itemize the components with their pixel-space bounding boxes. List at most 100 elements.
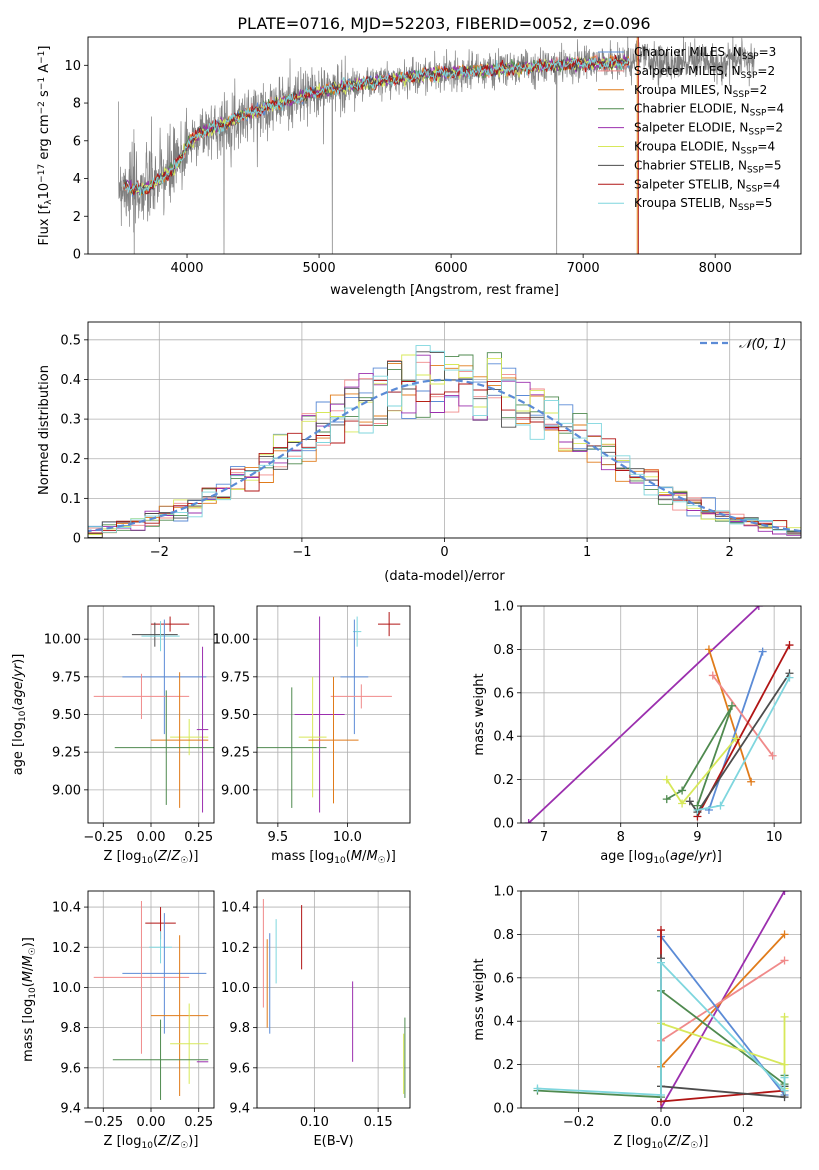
x-tick-label: 0.10 [300, 1115, 329, 1130]
y-tick-label: 0.4 [493, 730, 514, 745]
y-tick-label: 9.25 [52, 746, 81, 761]
series-marker [657, 1090, 665, 1099]
errorbar-salpeter_elodie [294, 616, 345, 813]
y-tick-label: 0 [73, 532, 81, 547]
axes-frame [256, 890, 411, 1109]
series-kroupa_elodie [662, 734, 740, 808]
axes-frame [256, 605, 411, 824]
y-tick-label: 0.3 [60, 413, 81, 428]
errorbar-salpeter_miles [93, 901, 190, 1054]
x-tick-label: 0.25 [184, 830, 213, 845]
y-tick-label: 0.2 [493, 1058, 514, 1073]
series-salpeter_miles [657, 956, 789, 1045]
x-tick-label: 8 [617, 830, 625, 845]
axes-frame [87, 890, 215, 1109]
y-tick-label: 9.4 [60, 1102, 81, 1117]
series-line [708, 651, 764, 811]
series-marker [708, 671, 717, 680]
axes-frame [87, 605, 215, 824]
legend-label-salpeter_stelib: Salpeter STELIB, NSSP=4 [634, 177, 780, 194]
plot-area [257, 606, 410, 823]
x-tick-label: 4000 [170, 261, 203, 276]
y-tick-label: 9.50 [52, 708, 81, 723]
legend-label-salpeter_miles: Salpeter MILES, NSSP=2 [634, 64, 775, 81]
series-marker [678, 799, 687, 808]
series-kroupa_miles [704, 645, 756, 786]
y-axis-label: age [log10(age/yr)] [11, 654, 28, 776]
panel-weight_vs_age: 7 8 9 10 0.0 0.2 0.4 0.6 0.8 1.0 age [log10(age/yr… [472, 600, 802, 866]
y-tick-label: 0.2 [60, 452, 81, 467]
series-kroupa_stelib [533, 958, 789, 1099]
normal-curve [88, 378, 801, 533]
legend-label-chabrier_stelib: Chabrier STELIB, NSSP=5 [634, 158, 782, 175]
series-marker [662, 775, 671, 784]
y-tick-label: 9.75 [52, 670, 81, 685]
y-tick-label: 9.75 [221, 670, 250, 685]
y-tick-label: 0.8 [493, 643, 514, 658]
series-chabrier_elodie [662, 701, 736, 810]
series-marker [780, 1086, 789, 1095]
series-marker [785, 641, 794, 650]
plot-area [88, 891, 214, 1108]
panel-age_vs_Z: −0.25 0.00 0.25 9.00 9.25 9.50 9.75 10.00 Z [log… [11, 605, 215, 866]
y-axis-label: mass weight [472, 673, 487, 755]
errorbar-kroupa_elodie [170, 719, 209, 756]
series-line [660, 959, 785, 1042]
x-tick-label: 9 [693, 830, 701, 845]
x-tick-label: −0.25 [83, 830, 123, 845]
errorbar-chabrier_stelib [131, 622, 178, 647]
x-axis-label: wavelength [Angstrom, rest frame] [330, 283, 559, 298]
series-marker [657, 926, 665, 935]
series-marker [780, 956, 789, 965]
errorbar-kroupa_stelib [141, 621, 180, 652]
series-salpeter_miles [708, 671, 777, 760]
series-marker [785, 673, 794, 682]
errorbar-kroupa_miles [151, 672, 209, 808]
y-tick-label: 10.00 [213, 633, 250, 648]
panel-mass_vs_ebv: 0.10 0.15 9.4 9.6 9.8 10.0 10.2 10.4 E(B-V) [221, 890, 411, 1149]
series-marker [780, 1073, 789, 1082]
y-tick-label: 9.00 [221, 783, 250, 798]
errorbar-kroupa_stelib [149, 931, 172, 964]
x-tick-label: 0 [440, 545, 448, 560]
y-tick-label: 0.4 [493, 1015, 514, 1030]
plot-area [88, 322, 801, 538]
plot-area [88, 606, 214, 823]
x-tick-label: 7000 [567, 261, 600, 276]
y-tick-label: 8 [73, 97, 81, 112]
y-axis-label: mass [log10(M/M☉)] [21, 937, 38, 1062]
series-marker [693, 801, 702, 810]
legend: Chabrier MILES, NSSP=3 Salpeter MILES, NS… [598, 45, 784, 213]
legend-label-kroupa_stelib: Kroupa STELIB, NSSP=5 [634, 196, 772, 213]
y-tick-label: 1.0 [493, 600, 514, 615]
errorbar-chabrier_elodie [114, 690, 214, 805]
y-tick-label: 6 [73, 134, 81, 149]
panel-mass_vs_Z: −0.25 0.00 0.25 9.4 9.6 9.8 10.0 10.2 10.4 Z [log… [21, 890, 215, 1151]
y-tick-label: 1.0 [493, 885, 514, 900]
errorbar-salpeter_miles [330, 684, 392, 709]
plot-area [521, 606, 801, 823]
errorbar-salpeter_stelib [151, 616, 190, 632]
series-marker [533, 1084, 542, 1093]
legend-label-normal: 𝒩(0, 1) [739, 337, 786, 352]
y-tick-label: 10.0 [52, 981, 81, 996]
x-tick-label: 2 [726, 545, 734, 560]
series-line [528, 606, 760, 823]
x-axis-label: Z [log10(Z/Z☉)] [104, 1134, 199, 1151]
axes-frame [520, 890, 802, 1109]
axes-frame [87, 36, 802, 255]
legend-label-chabrier_elodie: Chabrier ELODIE, NSSP=4 [634, 102, 784, 119]
x-axis-label: mass [log10(M/M☉)] [271, 849, 396, 866]
y-tick-label: 9.6 [229, 1061, 250, 1076]
x-tick-label: 0.2 [733, 1115, 754, 1130]
y-tick-label: 9.4 [229, 1102, 250, 1117]
y-tick-label: 9.8 [229, 1021, 250, 1036]
legend-label-chabrier_miles: Chabrier MILES, NSSP=3 [634, 45, 776, 62]
y-axis-label: Flux [fλ10−17 erg cm−2 s−1 A−1] [37, 46, 54, 246]
y-tick-label: 0.0 [493, 1102, 514, 1117]
x-axis-label: (data-model)/error [384, 569, 505, 584]
x-tick-label: 9.5 [268, 830, 289, 845]
series-marker [780, 891, 789, 895]
x-tick-label: −1 [292, 545, 311, 560]
series-marker [780, 1060, 789, 1069]
